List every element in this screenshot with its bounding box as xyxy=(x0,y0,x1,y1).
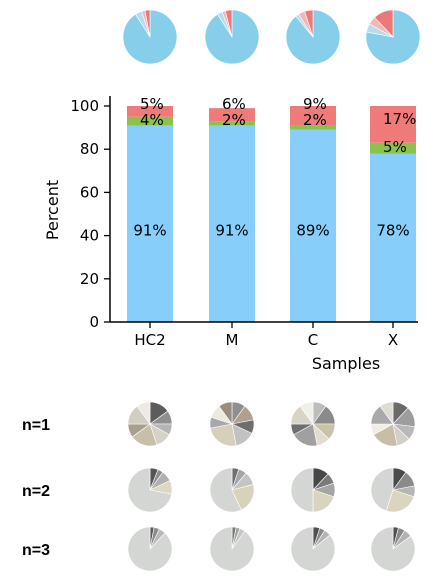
grid-pie xyxy=(209,526,255,572)
pie-grid: n=1 n=2 n=3 xyxy=(22,401,416,572)
bar-segment xyxy=(209,121,255,126)
y-axis-ticks: 0 20 40 60 80 100 xyxy=(70,97,110,331)
pie-slice xyxy=(385,489,415,513)
grid-pie xyxy=(127,401,173,447)
grid-pie xyxy=(370,526,416,572)
data-label: 91% xyxy=(215,222,248,240)
pie-slice xyxy=(218,401,233,425)
pie-slice xyxy=(224,9,233,38)
pie-slice xyxy=(127,526,173,572)
grid-pie xyxy=(290,526,336,572)
grid-pie xyxy=(290,401,336,447)
data-label: 9% xyxy=(303,95,327,113)
x-tick-label: C xyxy=(308,331,318,349)
data-label: 2% xyxy=(303,111,327,129)
grid-pie xyxy=(370,401,416,447)
y-tick-label: 20 xyxy=(80,270,99,288)
bar-segment xyxy=(370,153,416,322)
grid-pie xyxy=(209,467,255,513)
data-label: 78% xyxy=(376,222,409,240)
data-label: 6% xyxy=(222,95,246,113)
pie-slice xyxy=(144,9,151,38)
bar-segment xyxy=(209,108,255,122)
pie-slice xyxy=(209,526,255,572)
x-tick-label: HC2 xyxy=(134,331,165,349)
pie-slice xyxy=(127,467,172,513)
row-label: n=1 xyxy=(22,417,50,434)
bar-segment xyxy=(127,125,173,322)
data-label: 89% xyxy=(296,222,329,240)
grid-pie xyxy=(290,467,336,513)
y-tick-label: 60 xyxy=(80,183,99,201)
x-tick-label: X xyxy=(388,331,398,349)
bar-segment xyxy=(290,129,336,322)
pie-slice xyxy=(290,467,314,513)
data-labels: 91%4%5%91%2%6%89%2%9%78%5%17% xyxy=(133,95,416,240)
data-label: 4% xyxy=(140,111,164,129)
grid-pie xyxy=(209,401,255,447)
top-pie xyxy=(204,9,260,65)
pie-slice xyxy=(370,526,416,572)
top-pie xyxy=(285,9,341,65)
bar-segment xyxy=(370,106,416,143)
row-label: n=2 xyxy=(22,483,50,500)
data-label: 91% xyxy=(133,222,166,240)
data-label: 5% xyxy=(140,95,164,113)
data-label: 5% xyxy=(383,138,407,156)
y-tick-label: 40 xyxy=(80,227,99,245)
y-axis-title: Percent xyxy=(43,180,62,240)
x-axis-title: Samples xyxy=(312,354,380,373)
data-label: 2% xyxy=(222,111,246,129)
pie-slice xyxy=(379,401,394,425)
y-tick-label: 100 xyxy=(70,97,99,115)
y-tick-label: 0 xyxy=(89,313,99,331)
top-pie-row xyxy=(122,9,421,65)
pie-slice xyxy=(210,423,237,447)
grid-pie xyxy=(370,467,416,513)
x-tick-label: M xyxy=(226,331,239,349)
row-label: n=3 xyxy=(22,542,50,559)
grid-pie xyxy=(127,467,173,513)
pie-slice xyxy=(290,526,336,572)
y-tick-label: 80 xyxy=(80,140,99,158)
pie-slice xyxy=(209,467,242,513)
bars xyxy=(127,106,416,322)
pie-slice xyxy=(304,9,314,38)
pie-slice xyxy=(299,401,314,425)
pie-slice xyxy=(136,401,151,425)
pie-slice xyxy=(370,467,394,512)
bar-segment xyxy=(127,116,173,126)
bar-segment xyxy=(209,125,255,322)
bar-segment xyxy=(290,106,336,126)
data-label: 17% xyxy=(383,110,416,128)
top-pie xyxy=(365,9,421,65)
top-pie xyxy=(122,9,178,65)
bar-segment xyxy=(370,142,416,154)
bar-segment xyxy=(290,125,336,130)
pie-slice xyxy=(374,9,394,38)
stacked-bar-chart: 91%4%5%91%2%6%89%2%9%78%5%17% 0204060801… xyxy=(43,95,418,373)
grid-pie xyxy=(127,526,173,572)
x-axis-ticks: HC2 M C X xyxy=(134,322,398,349)
bar-segment xyxy=(127,106,173,117)
